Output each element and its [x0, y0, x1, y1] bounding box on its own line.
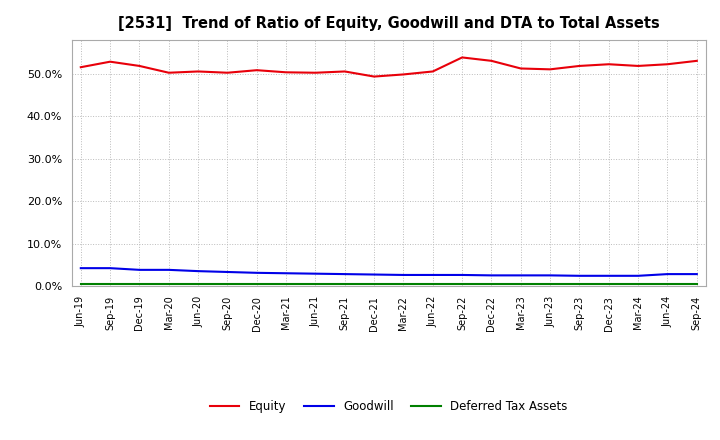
Equity	[223, 70, 232, 75]
Equity	[605, 62, 613, 67]
Goodwill	[164, 267, 173, 272]
Deferred Tax Assets	[106, 281, 114, 286]
Equity	[135, 63, 144, 69]
Deferred Tax Assets	[605, 281, 613, 286]
Goodwill	[76, 265, 85, 271]
Deferred Tax Assets	[223, 281, 232, 286]
Goodwill	[428, 272, 437, 278]
Deferred Tax Assets	[516, 281, 525, 286]
Goodwill	[693, 271, 701, 277]
Deferred Tax Assets	[399, 281, 408, 286]
Equity	[341, 69, 349, 74]
Equity	[663, 62, 672, 67]
Deferred Tax Assets	[693, 281, 701, 286]
Equity	[282, 70, 290, 75]
Goodwill	[311, 271, 320, 276]
Goodwill	[605, 273, 613, 279]
Deferred Tax Assets	[341, 281, 349, 286]
Equity	[76, 65, 85, 70]
Line: Equity: Equity	[81, 58, 697, 77]
Goodwill	[487, 273, 496, 278]
Equity	[516, 66, 525, 71]
Equity	[253, 68, 261, 73]
Goodwill	[546, 273, 554, 278]
Deferred Tax Assets	[663, 281, 672, 286]
Deferred Tax Assets	[458, 281, 467, 286]
Equity	[164, 70, 173, 75]
Deferred Tax Assets	[634, 281, 642, 286]
Title: [2531]  Trend of Ratio of Equity, Goodwill and DTA to Total Assets: [2531] Trend of Ratio of Equity, Goodwil…	[118, 16, 660, 32]
Goodwill	[253, 270, 261, 275]
Line: Goodwill: Goodwill	[81, 268, 697, 276]
Goodwill	[634, 273, 642, 279]
Goodwill	[194, 268, 202, 274]
Deferred Tax Assets	[487, 281, 496, 286]
Deferred Tax Assets	[546, 281, 554, 286]
Deferred Tax Assets	[282, 281, 290, 286]
Goodwill	[106, 265, 114, 271]
Equity	[311, 70, 320, 75]
Goodwill	[663, 271, 672, 277]
Equity	[634, 63, 642, 69]
Goodwill	[223, 269, 232, 275]
Deferred Tax Assets	[76, 281, 85, 286]
Goodwill	[135, 267, 144, 272]
Deferred Tax Assets	[135, 281, 144, 286]
Goodwill	[575, 273, 584, 279]
Goodwill	[282, 271, 290, 276]
Goodwill	[458, 272, 467, 278]
Deferred Tax Assets	[253, 281, 261, 286]
Equity	[370, 74, 379, 79]
Deferred Tax Assets	[311, 281, 320, 286]
Equity	[106, 59, 114, 64]
Equity	[487, 58, 496, 63]
Equity	[693, 58, 701, 63]
Legend: Equity, Goodwill, Deferred Tax Assets: Equity, Goodwill, Deferred Tax Assets	[205, 396, 572, 418]
Deferred Tax Assets	[370, 281, 379, 286]
Goodwill	[341, 271, 349, 277]
Equity	[399, 72, 408, 77]
Deferred Tax Assets	[164, 281, 173, 286]
Equity	[428, 69, 437, 74]
Deferred Tax Assets	[428, 281, 437, 286]
Equity	[194, 69, 202, 74]
Deferred Tax Assets	[194, 281, 202, 286]
Goodwill	[516, 273, 525, 278]
Equity	[546, 67, 554, 72]
Goodwill	[370, 272, 379, 277]
Equity	[458, 55, 467, 60]
Goodwill	[399, 272, 408, 278]
Deferred Tax Assets	[575, 281, 584, 286]
Equity	[575, 63, 584, 69]
